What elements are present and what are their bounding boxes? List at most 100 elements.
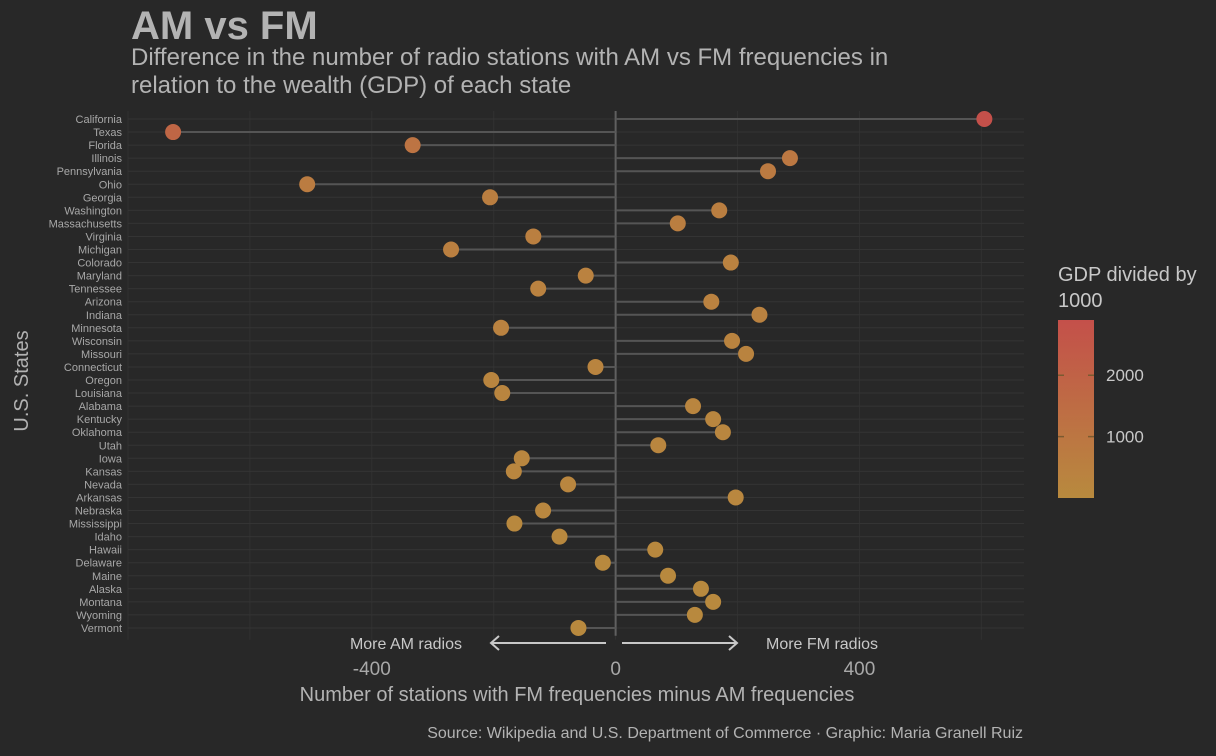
y-tick-label: Kentucky [77,414,123,426]
y-tick-label: Arkansas [76,492,122,504]
y-tick-label: Colorado [77,258,122,270]
point-washington [711,202,728,219]
legend-title: GDP divided by 1000 [1058,264,1197,312]
point-minnesota [493,319,510,336]
point-maine [660,567,677,584]
point-alaska [692,580,709,597]
y-tick-label: Wyoming [76,610,122,622]
y-tick-label: Nebraska [75,506,123,518]
gdp-legend: 1000 2000 [1058,320,1144,498]
point-florida [404,137,421,154]
point-vermont [570,619,587,636]
point-wisconsin [724,332,741,349]
point-massachusetts [669,215,686,232]
annotation-more-am: More AM radios [350,636,462,653]
y-tick-label: Maine [92,571,122,583]
segments [173,118,985,629]
x-tick-label: 400 [844,659,876,680]
point-indiana [751,306,768,323]
y-tick-label: Texas [93,127,122,139]
legend-colorbar [1058,320,1094,498]
point-alabama [685,398,702,415]
point-idaho [551,528,568,545]
point-arizona [703,293,720,310]
point-oregon [483,372,500,388]
y-tick-label: Tennessee [69,284,122,296]
y-tick-label: Louisiana [75,388,123,400]
y-tick-label: Oregon [85,375,122,387]
point-pennsylvania [760,163,776,180]
y-tick-label: Pennsylvania [57,166,123,178]
point-california [976,111,993,127]
point-maryland [577,267,594,284]
y-axis-title: U.S. States [11,330,33,431]
point-tennessee [530,280,547,297]
y-tick-label: Idaho [94,532,122,544]
y-tick-label: Wisconsin [72,336,122,348]
point-connecticut [587,358,604,375]
point-oklahoma [714,424,731,441]
source-caption: Source: Wikipedia and U.S. Department of… [427,725,1023,742]
point-iowa [513,450,530,467]
point-michigan [443,241,460,258]
annotation-more-fm: More FM radios [766,636,878,653]
y-tick-label: Illinois [91,153,122,165]
point-arkansas [727,489,744,506]
points [165,111,993,636]
point-utah [650,437,667,454]
y-tick-label: Georgia [83,192,123,204]
point-colorado [722,254,739,271]
chart-title: AM vs FM [131,4,318,48]
y-tick-label: Connecticut [64,362,122,374]
y-tick-label: Delaware [76,558,122,570]
point-kansas [505,463,522,480]
legend-tick-label: 2000 [1106,366,1144,385]
y-tick-label: Michigan [78,245,122,257]
y-tick-label: Florida [88,140,123,152]
y-tick-label: Maryland [77,271,122,283]
y-tick-label: Ohio [99,179,122,191]
y-tick-label: Washington [64,205,122,217]
point-illinois [781,150,798,167]
x-tick-labels: -400 0 400 [353,659,875,680]
point-nebraska [535,502,552,519]
y-tick-label: Minnesota [71,323,123,335]
y-tick-labels: CaliforniaTexasFloridaIllinoisPennsylvan… [49,114,123,635]
point-georgia [482,189,499,206]
y-tick-label: California [76,114,123,126]
arrow-left-head [489,635,500,651]
arrow-right-head [728,635,739,651]
y-tick-label: Alaska [89,584,123,596]
x-axis-title: Number of stations with FM frequencies m… [300,684,855,706]
point-ohio [299,176,316,193]
y-tick-label: Vermont [81,623,122,635]
point-missouri [738,345,755,362]
point-wyoming [686,606,703,623]
y-tick-label: Hawaii [89,545,122,557]
y-tick-label: Montana [79,597,123,609]
legend-tick-label: 1000 [1106,428,1144,447]
y-tick-label: Missouri [81,349,122,361]
y-tick-label: Oklahoma [72,427,123,439]
y-tick-label: Alabama [79,401,123,413]
point-delaware [594,554,611,571]
y-tick-label: Utah [99,440,122,452]
x-tick-label: 0 [610,659,621,680]
point-louisiana [494,385,511,402]
y-tick-label: Iowa [99,453,123,465]
y-tick-label: Nevada [84,479,123,491]
grid [127,111,1024,640]
point-kentucky [705,411,722,428]
y-tick-label: Virginia [86,231,123,243]
point-montana [705,593,722,610]
point-nevada [560,476,577,493]
point-mississippi [506,515,523,532]
point-hawaii [647,541,664,558]
point-texas [165,124,182,141]
y-tick-label: Massachusetts [49,218,123,230]
y-tick-label: Indiana [86,310,123,322]
direction-arrows [489,635,739,651]
chart-subtitle: Difference in the number of radio statio… [131,44,889,99]
point-virginia [525,228,542,245]
